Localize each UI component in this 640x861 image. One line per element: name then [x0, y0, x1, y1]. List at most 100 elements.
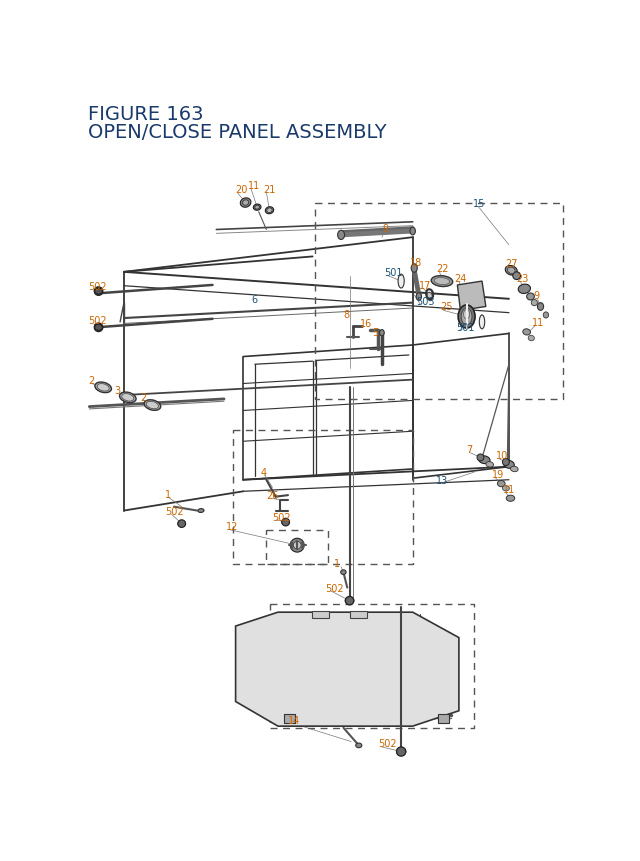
Circle shape — [346, 597, 354, 605]
Text: 7: 7 — [467, 444, 473, 455]
Ellipse shape — [505, 266, 517, 276]
Bar — [312, 611, 329, 618]
Ellipse shape — [508, 268, 515, 274]
Bar — [350, 611, 367, 618]
Circle shape — [513, 273, 520, 280]
Text: 20: 20 — [235, 185, 247, 195]
Ellipse shape — [95, 325, 102, 331]
Text: 9: 9 — [534, 291, 540, 300]
Ellipse shape — [411, 264, 417, 273]
Text: 25: 25 — [440, 302, 453, 313]
Ellipse shape — [497, 481, 505, 487]
Text: 19: 19 — [492, 470, 504, 480]
Ellipse shape — [144, 400, 161, 411]
Text: OPEN/CLOSE PANEL ASSEMBLY: OPEN/CLOSE PANEL ASSEMBLY — [88, 123, 387, 142]
Text: 10: 10 — [496, 450, 508, 461]
Polygon shape — [236, 612, 459, 727]
Text: 8: 8 — [344, 310, 349, 319]
Ellipse shape — [95, 288, 102, 294]
Ellipse shape — [410, 228, 415, 236]
Ellipse shape — [431, 276, 452, 288]
Ellipse shape — [253, 205, 261, 211]
Ellipse shape — [416, 294, 422, 301]
Ellipse shape — [267, 208, 272, 214]
Text: 18: 18 — [410, 257, 422, 268]
Ellipse shape — [479, 456, 490, 464]
Text: 11: 11 — [503, 485, 515, 494]
Ellipse shape — [340, 570, 346, 575]
Text: 501: 501 — [384, 268, 403, 277]
Circle shape — [282, 518, 289, 526]
Ellipse shape — [398, 275, 404, 288]
Circle shape — [291, 539, 304, 553]
Ellipse shape — [198, 509, 204, 513]
Ellipse shape — [479, 316, 484, 330]
Text: 502: 502 — [164, 506, 184, 516]
Text: 502: 502 — [325, 583, 344, 593]
Text: 27: 27 — [505, 258, 518, 269]
Ellipse shape — [122, 394, 134, 401]
Text: 2: 2 — [88, 375, 94, 385]
Text: 11: 11 — [248, 181, 260, 190]
Ellipse shape — [463, 310, 470, 319]
Circle shape — [178, 520, 186, 528]
Ellipse shape — [511, 467, 518, 472]
Text: 4: 4 — [261, 468, 267, 478]
Ellipse shape — [95, 382, 111, 393]
Text: 1: 1 — [164, 489, 171, 499]
Text: FIGURE 163: FIGURE 163 — [88, 105, 204, 124]
Ellipse shape — [531, 300, 538, 307]
Circle shape — [293, 542, 301, 549]
Bar — [284, 714, 295, 723]
Ellipse shape — [506, 496, 515, 502]
Ellipse shape — [527, 294, 534, 300]
Ellipse shape — [266, 208, 274, 214]
Ellipse shape — [397, 748, 406, 755]
Text: 14: 14 — [288, 715, 300, 725]
Circle shape — [397, 747, 406, 756]
Text: 502: 502 — [273, 512, 291, 522]
Ellipse shape — [178, 521, 186, 527]
Ellipse shape — [435, 278, 450, 285]
Ellipse shape — [504, 461, 515, 468]
Text: 12: 12 — [227, 521, 239, 531]
Ellipse shape — [528, 336, 534, 341]
Text: 3: 3 — [114, 386, 120, 396]
Text: 16: 16 — [360, 319, 372, 329]
Circle shape — [94, 288, 103, 296]
Text: 501: 501 — [456, 323, 474, 333]
Ellipse shape — [523, 330, 531, 336]
Ellipse shape — [458, 306, 475, 329]
Text: 26: 26 — [266, 491, 279, 500]
Ellipse shape — [356, 743, 362, 748]
Text: 21: 21 — [263, 184, 276, 195]
Bar — [438, 714, 449, 723]
Text: 502: 502 — [88, 316, 106, 326]
Text: 503: 503 — [417, 297, 435, 307]
Polygon shape — [458, 282, 486, 311]
Ellipse shape — [486, 462, 493, 468]
Text: 2: 2 — [140, 392, 147, 402]
Text: 22: 22 — [436, 263, 448, 274]
Ellipse shape — [538, 303, 543, 311]
Ellipse shape — [338, 231, 344, 240]
Text: 24: 24 — [454, 274, 467, 283]
Ellipse shape — [502, 486, 509, 492]
Ellipse shape — [120, 393, 136, 403]
Ellipse shape — [518, 285, 531, 294]
Text: 15: 15 — [473, 198, 485, 208]
Ellipse shape — [255, 206, 259, 210]
Text: 23: 23 — [516, 274, 529, 283]
Text: 5: 5 — [372, 327, 379, 338]
Circle shape — [94, 324, 103, 332]
Text: 502: 502 — [88, 282, 106, 291]
Ellipse shape — [240, 199, 251, 208]
Ellipse shape — [380, 331, 384, 337]
Text: 502: 502 — [378, 738, 397, 748]
Ellipse shape — [346, 598, 354, 604]
Text: 9: 9 — [382, 224, 388, 233]
Ellipse shape — [97, 384, 109, 392]
Circle shape — [502, 459, 509, 466]
Text: 11: 11 — [532, 318, 544, 327]
Ellipse shape — [282, 519, 289, 525]
